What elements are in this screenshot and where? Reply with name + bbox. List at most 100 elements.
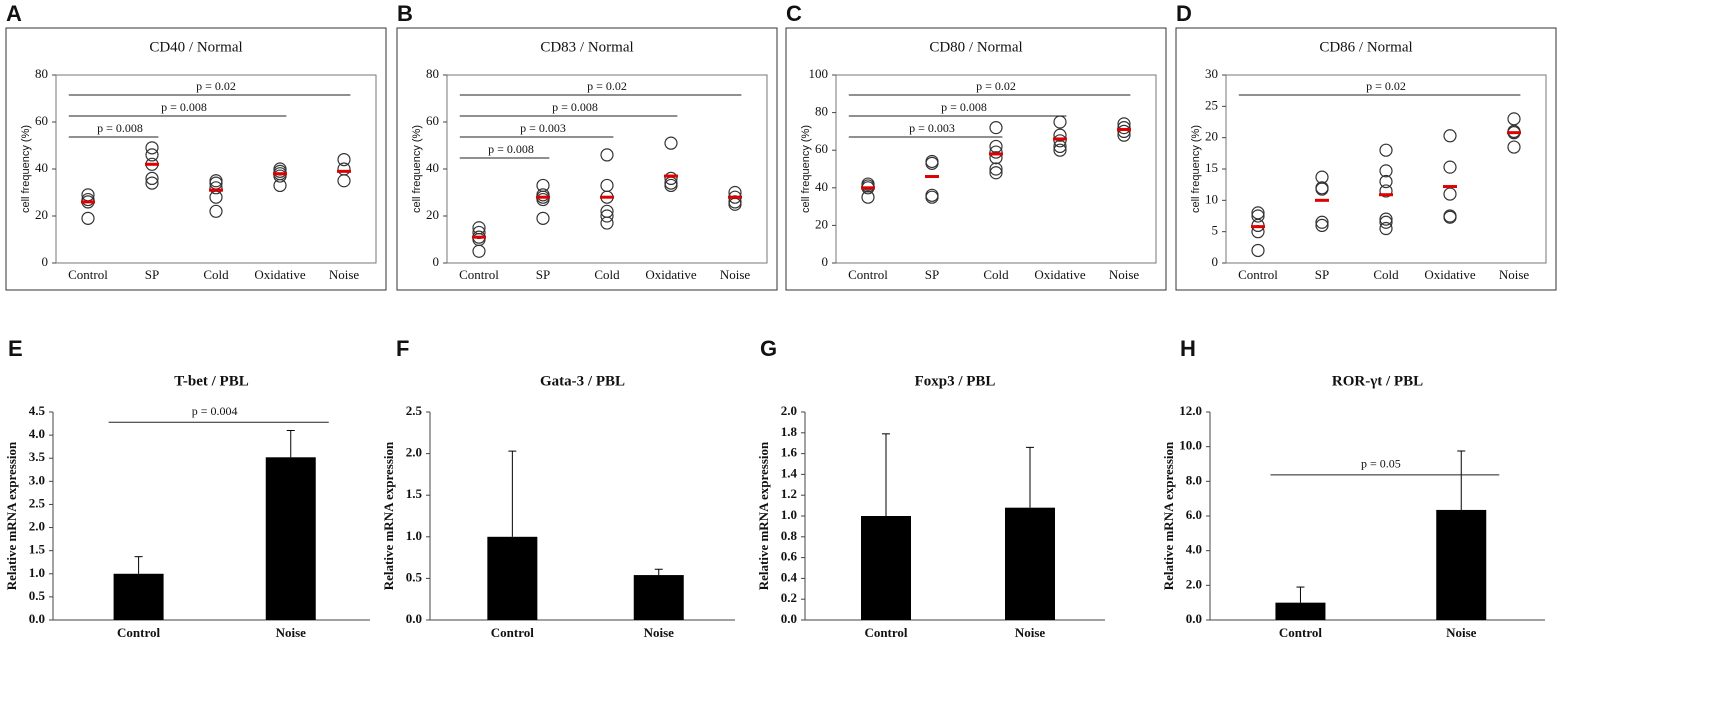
- y-tick-label: 1.0: [781, 507, 797, 522]
- y-tick-label: 0.4: [781, 569, 798, 584]
- y-axis-label: Relative mRNA expression: [4, 441, 19, 590]
- data-point: [1379, 143, 1393, 157]
- data-point: [925, 190, 939, 204]
- x-tick-label: Noise: [1109, 267, 1140, 282]
- y-tick-label: 12.0: [1179, 403, 1202, 418]
- p-value: p = 0.003: [520, 121, 566, 135]
- y-tick-label: 6.0: [1186, 507, 1202, 522]
- y-tick-label: 0.0: [781, 611, 797, 626]
- panel-letter: F: [396, 336, 409, 361]
- y-axis-label: Relative mRNA expression: [756, 441, 771, 590]
- x-tick-label: Cold: [203, 267, 229, 282]
- data-point: [989, 121, 1003, 135]
- plot-area: [55, 74, 377, 264]
- x-tick-label: SP: [925, 267, 939, 282]
- panel-letter: H: [1180, 336, 1196, 361]
- y-tick-label: 4.0: [1186, 542, 1202, 557]
- panel-title: ROR-γt / PBL: [1332, 373, 1423, 389]
- y-axis-label: cell frequency (%): [20, 125, 32, 213]
- x-tick-label: Noise: [276, 625, 307, 640]
- p-value: p = 0.004: [192, 404, 238, 418]
- p-value: p = 0.05: [1361, 457, 1401, 471]
- p-value: p = 0.02: [1366, 79, 1406, 93]
- y-axis-label: Relative mRNA expression: [1161, 441, 1176, 590]
- data-point: [1379, 184, 1393, 198]
- panel-title: CD83 / Normal: [540, 39, 633, 55]
- y-tick-label: 2.0: [1186, 576, 1202, 591]
- x-tick-label: Control: [1238, 267, 1278, 282]
- data-point: [1117, 124, 1131, 138]
- data-point: [273, 169, 287, 183]
- y-tick-label: 40: [426, 160, 439, 175]
- bar: [1436, 509, 1487, 620]
- p-value: p = 0.003: [909, 121, 955, 135]
- x-tick-label: Control: [1279, 625, 1322, 640]
- y-tick-label: 10.0: [1179, 438, 1202, 453]
- y-axis-label: Relative mRNA expression: [381, 441, 396, 590]
- p-value: p = 0.008: [488, 142, 534, 156]
- y-tick-label: 100: [809, 66, 829, 81]
- panel-title: CD40 / Normal: [149, 39, 242, 55]
- data-point: [145, 171, 159, 185]
- data-point: [1379, 164, 1393, 178]
- panel-title: Foxp3 / PBL: [915, 373, 996, 389]
- y-tick-label: 0.5: [406, 569, 423, 584]
- data-point: [925, 156, 939, 170]
- data-point: [145, 141, 159, 155]
- data-point: [1507, 112, 1521, 126]
- y-tick-label: 2.0: [29, 519, 45, 534]
- data-point: [600, 178, 614, 193]
- panel-letter: A: [6, 1, 22, 26]
- y-tick-label: 1.0: [406, 528, 422, 543]
- data-point: [209, 204, 223, 218]
- data-point: [1315, 182, 1329, 196]
- y-tick-label: 20: [1205, 129, 1218, 144]
- y-tick-label: 1.4: [781, 465, 798, 480]
- panel-title: T-bet / PBL: [174, 373, 248, 389]
- y-tick-label: 20: [426, 207, 439, 222]
- data-point: [1053, 139, 1067, 154]
- p-value: p = 0.008: [161, 100, 207, 114]
- x-tick-label: Control: [117, 625, 160, 640]
- y-axis-label: cell frequency (%): [800, 125, 812, 213]
- y-tick-label: 1.5: [406, 486, 423, 501]
- data-point: [273, 178, 287, 193]
- y-tick-label: 60: [426, 113, 439, 128]
- y-tick-label: 0.8: [781, 528, 798, 543]
- x-tick-label: Noise: [1015, 625, 1046, 640]
- y-tick-label: 3.0: [29, 472, 45, 487]
- x-tick-label: SP: [536, 267, 550, 282]
- y-tick-label: 4.5: [29, 403, 46, 418]
- y-axis-label: cell frequency (%): [1190, 125, 1202, 213]
- x-tick-label: Cold: [983, 267, 1009, 282]
- panel-letter: C: [786, 1, 802, 26]
- x-tick-label: Oxidative: [254, 267, 305, 282]
- p-value: p = 0.02: [976, 79, 1016, 93]
- y-tick-label: 40: [815, 179, 828, 194]
- y-tick-label: 2.0: [406, 445, 422, 460]
- x-tick-label: Cold: [594, 267, 620, 282]
- y-tick-label: 20: [35, 207, 48, 222]
- y-tick-label: 60: [35, 113, 48, 128]
- y-tick-label: 80: [35, 66, 48, 81]
- data-point: [1053, 143, 1067, 157]
- data-point: [1053, 134, 1067, 148]
- plot-area: [835, 74, 1157, 264]
- y-tick-label: 3.5: [29, 449, 46, 464]
- bar: [487, 536, 538, 620]
- y-tick-label: 30: [1205, 66, 1218, 81]
- bar: [113, 573, 164, 620]
- panel-letter: D: [1176, 1, 1192, 26]
- data-point: [145, 176, 159, 190]
- x-tick-label: Control: [864, 625, 907, 640]
- bar: [1275, 602, 1326, 620]
- panel-frame: [396, 27, 778, 291]
- data-point: [989, 145, 1003, 159]
- y-tick-label: 1.8: [781, 424, 798, 439]
- data-point: [337, 153, 351, 167]
- x-tick-label: SP: [145, 267, 159, 282]
- data-point: [1053, 128, 1067, 142]
- data-point: [664, 171, 678, 185]
- panel-frame: [1175, 27, 1557, 291]
- data-point: [1443, 187, 1457, 201]
